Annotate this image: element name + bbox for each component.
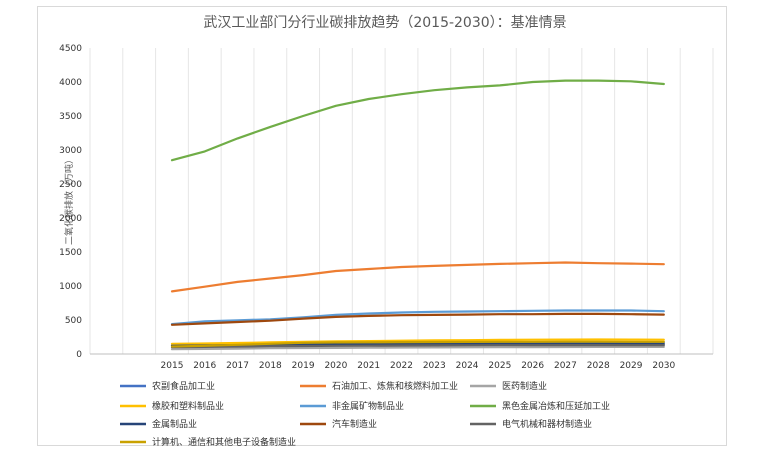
x-tick-label: 2028 [587, 361, 610, 371]
x-tick-label: 2016 [193, 361, 216, 371]
series-line [170, 79, 665, 162]
series-lines [170, 79, 665, 351]
legend-label: 石油加工、炼焦和核燃料加工业 [332, 380, 458, 392]
x-tick-label: 2018 [259, 361, 282, 371]
y-tick-label: 3500 [59, 112, 82, 122]
series-line [170, 345, 665, 351]
x-tick-label: 2027 [554, 361, 577, 371]
series-line [170, 338, 665, 345]
y-tick-label: 3000 [59, 146, 82, 156]
gridlines [89, 48, 714, 355]
y-tick-label: 2000 [59, 214, 82, 224]
y-tick-label: 4000 [59, 78, 82, 88]
series-line [170, 340, 665, 348]
legend-label: 医药制造业 [502, 380, 547, 392]
y-tick-label: 1000 [59, 282, 82, 292]
legend-label: 汽车制造业 [332, 418, 377, 430]
x-tick-label: 2029 [620, 361, 643, 371]
series-line [170, 312, 665, 326]
x-tick-label: 2020 [324, 361, 347, 371]
legend-label: 电气机械和器材制造业 [502, 418, 592, 430]
legend-label: 橡胶和塑料制品业 [152, 400, 224, 412]
y-tick-label: 4500 [59, 44, 82, 54]
series-line [170, 309, 665, 326]
x-tick-label: 2017 [226, 361, 249, 371]
x-tick-label: 2026 [521, 361, 544, 371]
legend-label: 农副食品加工业 [152, 380, 215, 392]
y-tick-label: 1500 [59, 248, 82, 258]
y-tick-label: 500 [65, 316, 82, 326]
chart-frame [37, 6, 727, 446]
x-tick-label: 2023 [423, 361, 446, 371]
legend-label: 非金属矿物制品业 [332, 400, 404, 412]
x-tick-label: 2024 [456, 361, 479, 371]
series-line [170, 261, 665, 293]
y-tick-labels: 0 500 1000 1500 2000 2500 3000 3500 4000 4500 [59, 44, 82, 360]
legend-label: 计算机、通信和其他电子设备制造业 [152, 436, 296, 448]
x-tick-labels: 2015 2016 2017 2018 2019 2020 2021 2022 2023 2024… [161, 361, 676, 371]
x-tick-label: 2015 [161, 361, 184, 371]
legend-label: 金属制品业 [152, 418, 197, 430]
y-tick-label: 0 [76, 350, 82, 360]
x-tick-label: 2019 [292, 361, 315, 371]
chart-title: 武汉工业部门分行业碳排放趋势（2015-2030）：基准情景 [203, 14, 566, 31]
y-tick-label: 2500 [59, 180, 82, 190]
series-line [170, 344, 665, 349]
legend-label: 黑色金属冶炼和压延加工业 [502, 400, 610, 412]
x-tick-label: 2030 [652, 361, 675, 371]
y-axis-label: 二氧化碳排放（万吨） [63, 155, 75, 245]
x-tick-label: 2022 [390, 361, 413, 371]
x-tick-label: 2025 [488, 361, 511, 371]
x-tick-label: 2021 [357, 361, 380, 371]
